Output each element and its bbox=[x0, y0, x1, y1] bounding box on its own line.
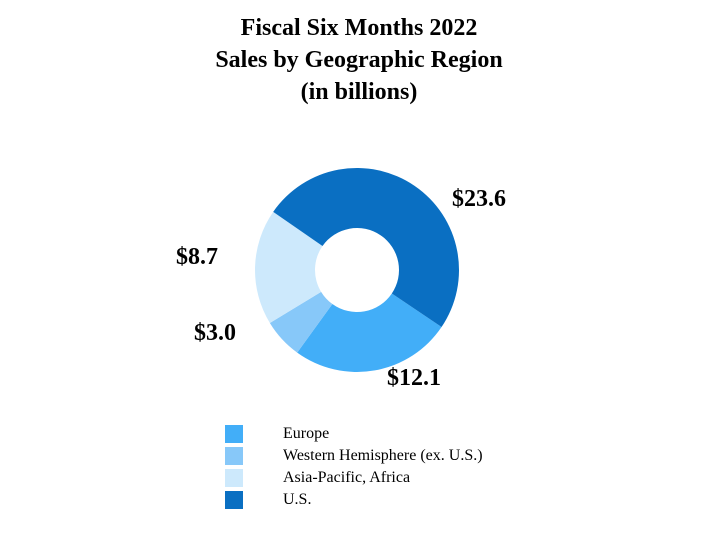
legend-label-europe: Europe bbox=[283, 425, 330, 442]
slice-western-hemisphere bbox=[269, 291, 333, 353]
legend: Europe Western Hemisphere (ex. U.S.) Asi… bbox=[225, 423, 483, 511]
slice-europe bbox=[297, 293, 442, 373]
title-line-2: Sales by Geographic Region bbox=[215, 47, 503, 73]
slice-us bbox=[273, 168, 459, 328]
legend-label-us: U.S. bbox=[283, 491, 312, 508]
legend-item-asia-pacific-africa: Asia-Pacific, Africa bbox=[225, 467, 483, 489]
data-label-europe: $12.1 bbox=[387, 365, 441, 391]
legend-swatch-asia-pacific-africa bbox=[225, 469, 243, 487]
title-line-1: Fiscal Six Months 2022 bbox=[240, 15, 478, 41]
legend-swatch-europe bbox=[225, 425, 243, 443]
data-label-asia-pacific-africa: $8.7 bbox=[176, 244, 218, 270]
legend-item-us: U.S. bbox=[225, 489, 483, 511]
legend-label-western-hemisphere: Western Hemisphere (ex. U.S.) bbox=[283, 447, 483, 464]
title-line-3: (in billions) bbox=[300, 79, 418, 105]
chart-title: Fiscal Six Months 2022 Sales by Geograph… bbox=[0, 12, 710, 108]
legend-item-western-hemisphere: Western Hemisphere (ex. U.S.) bbox=[225, 445, 483, 467]
legend-swatch-us bbox=[225, 491, 243, 509]
legend-item-europe: Europe bbox=[225, 423, 483, 445]
donut-slices bbox=[255, 168, 459, 373]
data-label-us: $23.6 bbox=[452, 186, 506, 212]
data-label-western-hemisphere: $3.0 bbox=[194, 320, 236, 346]
legend-label-asia-pacific-africa: Asia-Pacific, Africa bbox=[283, 469, 411, 486]
slice-asia-pacific-africa bbox=[255, 211, 323, 324]
legend-swatch-western-hemisphere bbox=[225, 447, 243, 465]
